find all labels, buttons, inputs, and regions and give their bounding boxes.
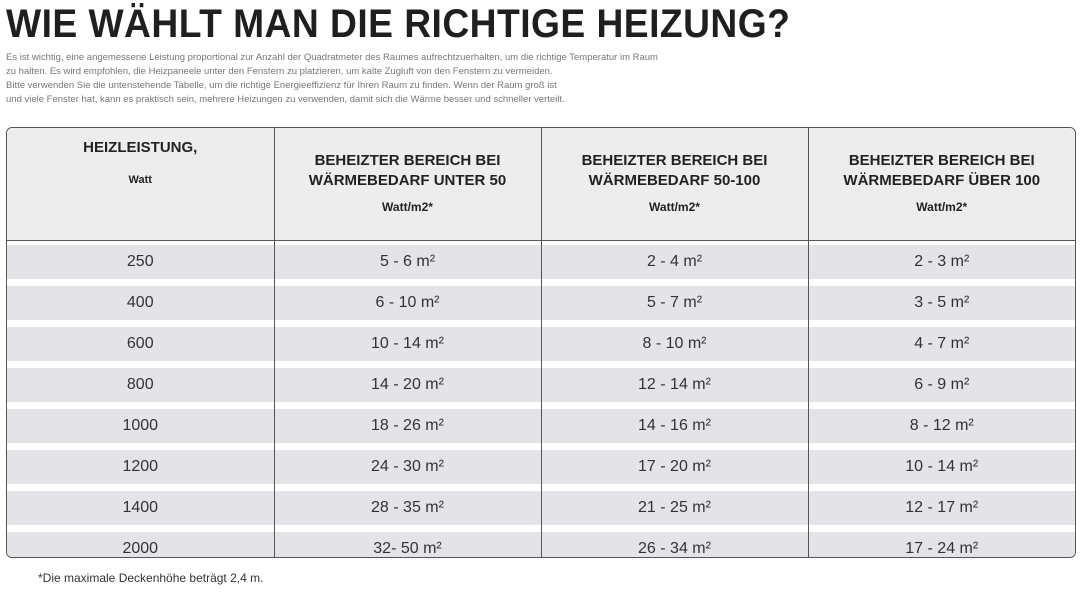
cell-text: 3 - 5 m² <box>808 285 1075 320</box>
cell-text: 14 - 20 m² <box>274 367 541 402</box>
cell-text: 800 <box>7 367 274 402</box>
cell-text: 28 - 35 m² <box>274 490 541 525</box>
column-header: BEHEIZTER BEREICH BEI WÄRMEBEDARF 50-100… <box>541 128 809 241</box>
cell-text: 1400 <box>7 490 274 525</box>
table-cell: 21 - 25 m² <box>541 487 809 528</box>
cell-text: 24 - 30 m² <box>274 449 541 484</box>
column-unit: Watt/m2* <box>916 200 968 214</box>
table-row: 800 14 - 20 m² 12 - 14 m² 6 - 9 m² <box>7 364 1075 405</box>
cell-text: 250 <box>7 244 274 279</box>
table-cell: 17 - 20 m² <box>541 446 809 487</box>
cell-text: 10 - 14 m² <box>274 326 541 361</box>
cell-text: 5 - 6 m² <box>274 244 541 279</box>
table-cell: 4 - 7 m² <box>808 323 1075 364</box>
cell-text: 1200 <box>7 449 274 484</box>
intro-line: Es ist wichtig, eine angemessene Leistun… <box>6 52 658 63</box>
footnote: *Die maximale Deckenhöhe beträgt 2,4 m. <box>38 571 264 585</box>
column-label: BEHEIZTER BEREICH BEI WÄRMEBEDARF UNTER … <box>308 152 507 189</box>
column-label: HEIZLEISTUNG, <box>83 139 198 156</box>
table-cell: 10 - 14 m² <box>808 446 1075 487</box>
table-cell: 1000 <box>7 405 275 446</box>
table-cell: 17 - 24 m² <box>808 528 1075 557</box>
intro: Es ist wichtig, eine angemessene Leistun… <box>6 51 658 107</box>
table-cell: 1400 <box>7 487 275 528</box>
table-row: 2000 32- 50 m² 26 - 34 m² 17 - 24 m² <box>7 528 1075 557</box>
table-cell: 800 <box>7 364 275 405</box>
table-body: 250 5 - 6 m² 2 - 4 m² 2 - 3 m² 400 6 - 10 m² 5… <box>7 240 1075 557</box>
column-label: BEHEIZTER BEREICH BEI WÄRMEBEDARF ÜBER 1… <box>843 152 1041 189</box>
table-row: 250 5 - 6 m² 2 - 4 m² 2 - 3 m² <box>7 240 1075 283</box>
column-label: BEHEIZTER BEREICH BEI WÄRMEBEDARF 50-100 <box>581 152 768 189</box>
table-row: 1000 18 - 26 m² 14 - 16 m² 8 - 12 m² <box>7 405 1075 446</box>
table-row: 400 6 - 10 m² 5 - 7 m² 3 - 5 m² <box>7 282 1075 323</box>
table-cell: 10 - 14 m² <box>274 323 542 364</box>
table-cell: 14 - 16 m² <box>541 405 809 446</box>
table-cell: 6 - 10 m² <box>274 282 542 323</box>
column-header: BEHEIZTER BEREICH BEI WÄRMEBEDARF UNTER … <box>274 128 542 241</box>
cell-text: 400 <box>7 285 274 320</box>
cell-text: 12 - 17 m² <box>808 490 1075 525</box>
table-cell: 400 <box>7 282 275 323</box>
table-row: 1400 28 - 35 m² 21 - 25 m² 12 - 17 m² <box>7 487 1075 528</box>
cell-text: 2 - 4 m² <box>541 244 808 279</box>
table-cell: 250 <box>7 240 275 282</box>
table-cell: 3 - 5 m² <box>808 282 1075 323</box>
cell-text: 6 - 9 m² <box>808 367 1075 402</box>
column-header: HEIZLEISTUNG, Watt <box>7 128 275 241</box>
column-unit: Watt <box>128 174 152 186</box>
cell-text: 14 - 16 m² <box>541 408 808 443</box>
column-header: BEHEIZTER BEREICH BEI WÄRMEBEDARF ÜBER 1… <box>808 128 1075 241</box>
table-cell: 6 - 9 m² <box>808 364 1075 405</box>
header-row: HEIZLEISTUNG, Watt BEHEIZTER BEREICH BEI W… <box>7 128 1075 241</box>
table-cell: 14 - 20 m² <box>274 364 542 405</box>
table-cell: 1200 <box>7 446 275 487</box>
cell-text: 26 - 34 m² <box>541 531 808 557</box>
table-cell: 2 - 4 m² <box>541 240 809 282</box>
column-unit: Watt/m2* <box>649 200 700 214</box>
table-cell: 12 - 17 m² <box>808 487 1075 528</box>
cell-text: 17 - 20 m² <box>541 449 808 484</box>
table: HEIZLEISTUNG, Watt BEHEIZTER BEREICH BEI W… <box>7 128 1075 557</box>
cell-text: 2000 <box>7 531 274 557</box>
intro-line: Bitte verwenden Sie die untenstehende Ta… <box>6 80 557 91</box>
cell-text: 6 - 10 m² <box>274 285 541 320</box>
cell-text: 8 - 12 m² <box>808 408 1075 443</box>
table-cell: 28 - 35 m² <box>274 487 542 528</box>
table-cell: 5 - 7 m² <box>541 282 809 323</box>
cell-text: 10 - 14 m² <box>808 449 1075 484</box>
table-row: 600 10 - 14 m² 8 - 10 m² 4 - 7 m² <box>7 323 1075 364</box>
table-cell: 12 - 14 m² <box>541 364 809 405</box>
table-cell: 8 - 10 m² <box>541 323 809 364</box>
table-cell: 2000 <box>7 528 275 557</box>
cell-text: 8 - 10 m² <box>541 326 808 361</box>
table-cell: 32- 50 m² <box>274 528 542 557</box>
table-container: HEIZLEISTUNG, Watt BEHEIZTER BEREICH BEI W… <box>6 127 1076 558</box>
table-cell: 600 <box>7 323 275 364</box>
cell-text: 2 - 3 m² <box>808 244 1075 279</box>
table-row: 1200 24 - 30 m² 17 - 20 m² 10 - 14 m² <box>7 446 1075 487</box>
table-cell: 5 - 6 m² <box>274 240 542 282</box>
cell-text: 21 - 25 m² <box>541 490 808 525</box>
cell-text: 17 - 24 m² <box>808 531 1075 557</box>
intro-line: und viele Fenster hat, kann es praktisch… <box>6 94 565 105</box>
cell-text: 1000 <box>7 408 274 443</box>
cell-text: 32- 50 m² <box>274 531 541 557</box>
cell-text: 5 - 7 m² <box>541 285 808 320</box>
intro-line: zu halten. Es wird empfohlen, die Heizpa… <box>6 66 553 77</box>
table-cell: 26 - 34 m² <box>541 528 809 557</box>
table-cell: 24 - 30 m² <box>274 446 542 487</box>
column-unit: Watt/m2* <box>382 200 433 214</box>
table-cell: 18 - 26 m² <box>274 405 542 446</box>
title: WIE WÄHLT MAN DIE RICHTIGE HEIZUNG? <box>6 2 791 46</box>
table-cell: 8 - 12 m² <box>808 405 1075 446</box>
cell-text: 12 - 14 m² <box>541 367 808 402</box>
cell-text: 4 - 7 m² <box>808 326 1075 361</box>
cell-text: 18 - 26 m² <box>274 408 541 443</box>
table-cell: 2 - 3 m² <box>808 241 1075 283</box>
cell-text: 600 <box>7 326 274 361</box>
